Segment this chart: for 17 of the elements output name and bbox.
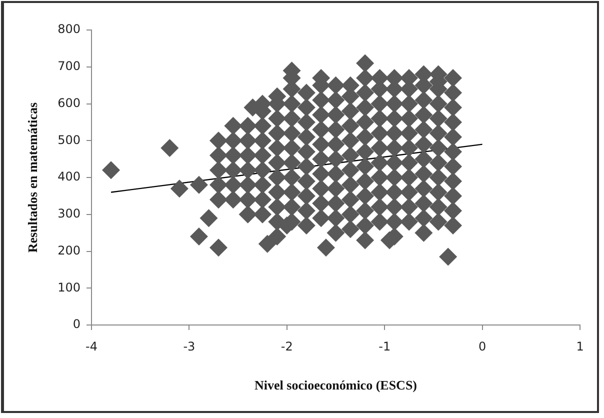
y-tick-label: 600 [58,96,81,110]
y-tick-label: 800 [58,22,81,36]
x-tick-label: -3 [183,339,196,354]
y-tick-label: 300 [58,206,81,220]
y-axis-title: Resultados en matemáticas [25,102,40,253]
x-tick-label: -1 [378,339,391,354]
x-tick-label: 1 [576,339,584,354]
y-tick-label: 0 [72,317,81,332]
y-tick-label: 700 [58,59,81,73]
x-tick-label: -4 [86,339,98,354]
y-tick-label: 400 [58,170,81,184]
y-tick-label: 100 [58,280,81,294]
x-tick-label: -2 [280,339,293,354]
x-tick-label: 0 [478,339,486,354]
y-tick-label: 200 [58,243,81,258]
x-axis-title: Nivel socioeconómico (ESCS) [254,378,417,393]
y-tick-label: 500 [58,132,81,147]
